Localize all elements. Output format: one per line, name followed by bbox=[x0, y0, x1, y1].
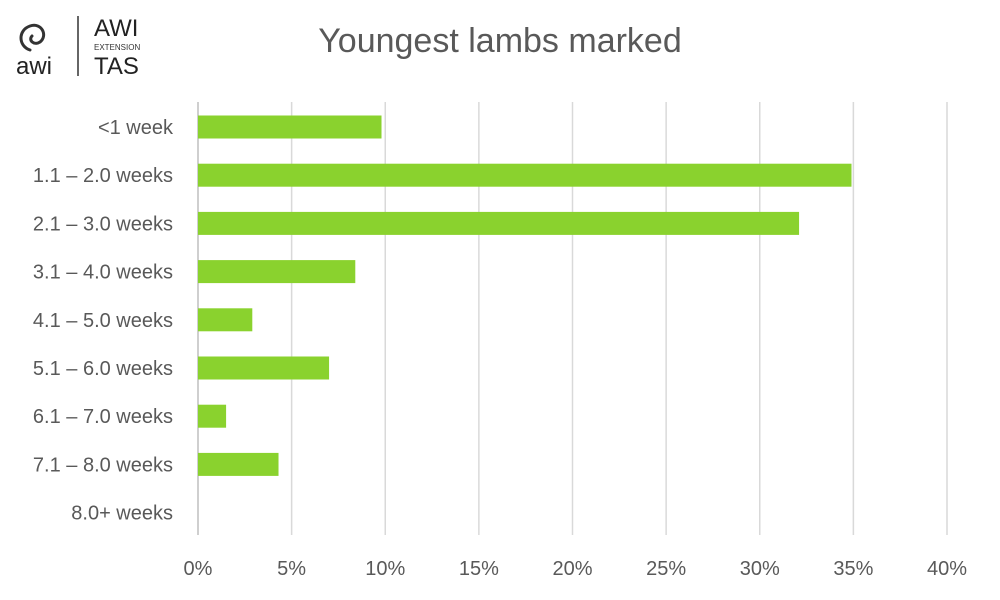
awi-extension-tas-logo: awi AWI EXTENSION TAS bbox=[12, 10, 162, 80]
x-tick-label: 40% bbox=[927, 558, 967, 580]
category-label: 2.1 – 3.0 weeks bbox=[33, 213, 173, 235]
bar bbox=[198, 163, 852, 187]
category-label: 8.0+ weeks bbox=[71, 503, 173, 525]
bar bbox=[198, 452, 279, 476]
bar bbox=[198, 404, 227, 428]
category-label: 5.1 – 6.0 weeks bbox=[33, 358, 173, 380]
x-tick-label: 15% bbox=[459, 558, 499, 580]
chart-title: Youngest lambs marked bbox=[318, 22, 682, 60]
bars bbox=[198, 115, 852, 476]
category-label: 4.1 – 5.0 weeks bbox=[33, 310, 173, 332]
category-label: 6.1 – 7.0 weeks bbox=[33, 406, 173, 428]
awi-swirl-icon bbox=[19, 23, 46, 52]
bar bbox=[198, 260, 356, 284]
category-label: <1 week bbox=[98, 117, 174, 139]
x-tick-label: 30% bbox=[740, 558, 780, 580]
logo-brand-text: awi bbox=[16, 53, 52, 80]
category-labels: <1 week 1.1 – 2.0 weeks 2.1 – 3.0 weeks 3.1… bbox=[33, 117, 174, 525]
x-tick-label: 20% bbox=[552, 558, 592, 580]
bar bbox=[198, 211, 800, 235]
x-tick-label: 10% bbox=[365, 558, 405, 580]
bar bbox=[198, 356, 330, 380]
x-tick-label: 5% bbox=[277, 558, 306, 580]
x-tick-labels: 0% 5% 10% 15% 20% 25% 30% 35% 40% bbox=[184, 558, 968, 580]
x-tick-label: 25% bbox=[646, 558, 686, 580]
category-label: 7.1 – 8.0 weeks bbox=[33, 454, 173, 476]
bar bbox=[198, 308, 253, 332]
category-label: 3.1 – 4.0 weeks bbox=[33, 262, 173, 284]
category-label: 1.1 – 2.0 weeks bbox=[33, 165, 173, 187]
logo-extension-text: EXTENSION bbox=[94, 43, 140, 52]
bar bbox=[198, 115, 382, 139]
logo-tas-text: TAS bbox=[94, 53, 139, 80]
x-tick-label: 0% bbox=[184, 558, 213, 580]
logo-awi-text: AWI bbox=[94, 15, 138, 42]
x-tick-label: 35% bbox=[833, 558, 873, 580]
